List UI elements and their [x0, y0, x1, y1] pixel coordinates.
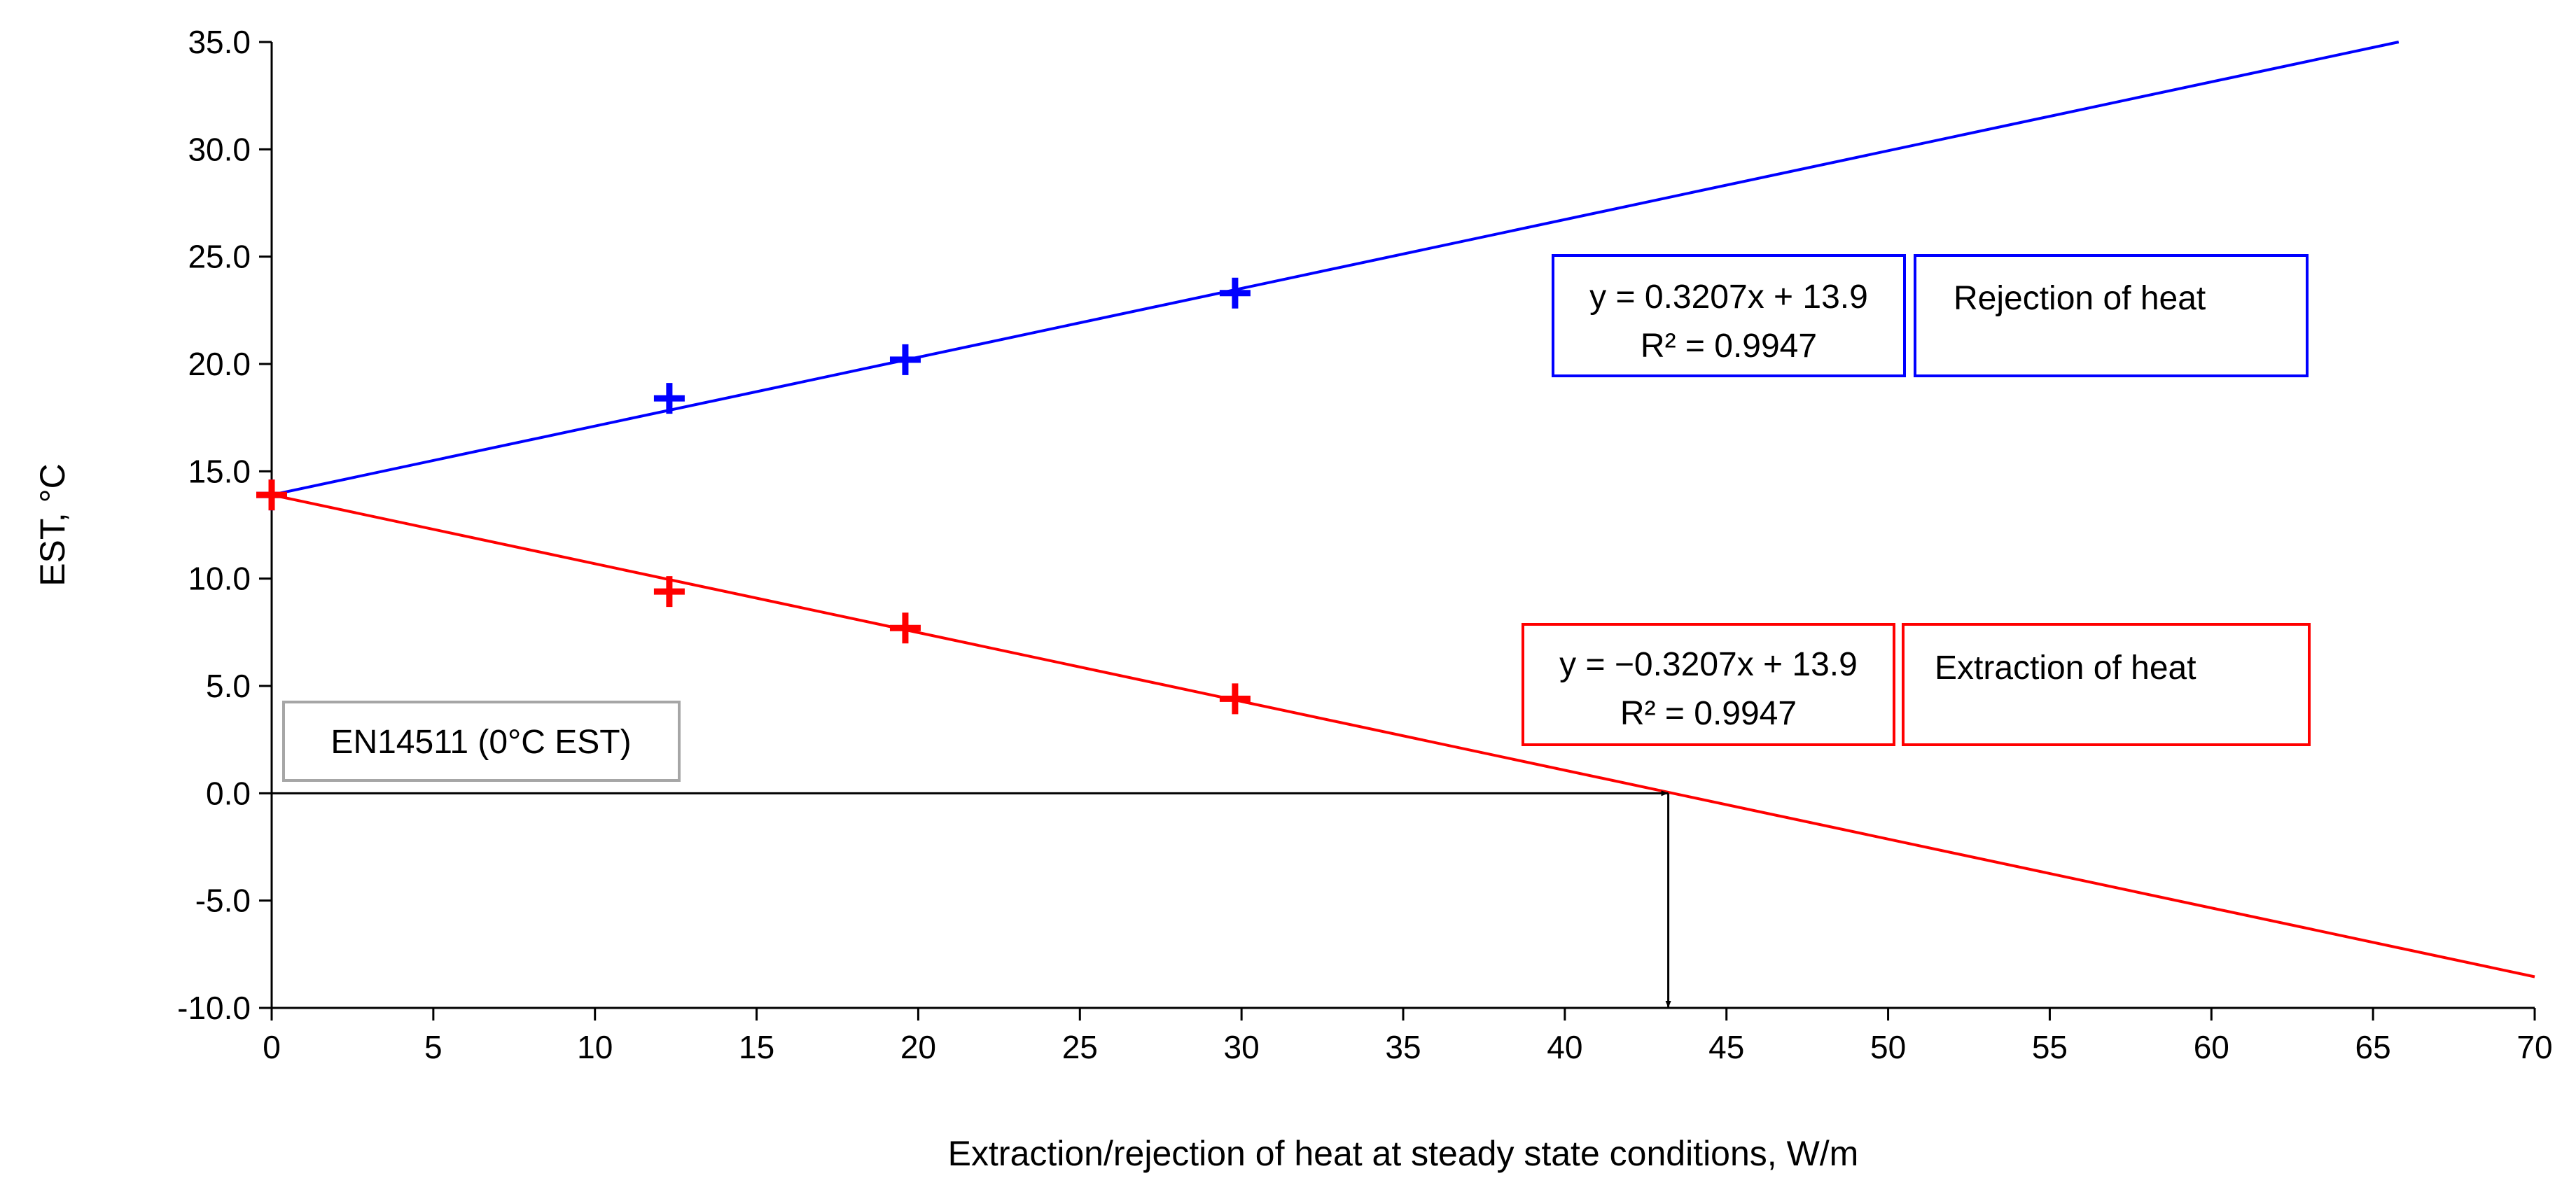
y-axis-title: EST, °C	[33, 463, 72, 587]
rejection-label: Rejection of heat	[1954, 280, 2206, 317]
y-tick-label: -5.0	[195, 883, 251, 919]
data-point-extraction	[653, 576, 685, 608]
y-tick-label: 0.0	[206, 775, 251, 811]
y-axis-ticks: -10.0 -5.0 0.0 5.0 10.0 15.0 20.0 25.0 30.0 35.0	[177, 24, 272, 1026]
x-tick-label: 55	[2032, 1029, 2068, 1065]
x-axis-ticks: 0 5 10 15 20 25 30 35 40 45 50 55 60 65 70	[263, 1008, 2553, 1065]
x-tick-label: 65	[2355, 1029, 2391, 1065]
rejection-label-box	[1914, 254, 2309, 377]
x-tick-label: 5	[424, 1029, 443, 1065]
x-tick-label: 30	[1224, 1029, 1260, 1065]
data-point-extraction	[1219, 683, 1251, 715]
rejection-r2: R² = 0.9947	[1641, 328, 1817, 365]
x-tick-label: 35	[1385, 1029, 1421, 1065]
x-tick-label: 40	[1547, 1029, 1582, 1065]
y-tick-label: 20.0	[188, 346, 251, 382]
x-tick-label: 60	[2194, 1029, 2229, 1065]
y-tick-label: 10.0	[188, 561, 251, 597]
extraction-equation: y = −0.3207x + 13.9	[1559, 646, 1858, 683]
extraction-r2: R² = 0.9947	[1620, 695, 1797, 732]
rejection-equation-box	[1552, 254, 1906, 377]
x-tick-label: 10	[577, 1029, 613, 1065]
data-markers	[256, 277, 1251, 715]
x-tick-label: 25	[1062, 1029, 1098, 1065]
x-tick-label: 45	[1708, 1029, 1744, 1065]
extraction-label: Extraction of heat	[1935, 650, 2196, 687]
y-tick-label: 35.0	[188, 24, 251, 60]
rejection-equation: y = 0.3207x + 13.9	[1589, 279, 1868, 316]
data-point-rejection	[1219, 277, 1251, 309]
trendline-extraction	[271, 493, 2535, 979]
y-tick-label: 25.0	[188, 239, 251, 275]
trendlines	[271, 41, 2535, 979]
en14511-box	[282, 701, 681, 782]
y-tick-label: 5.0	[206, 668, 251, 704]
extraction-equation-box	[1522, 623, 1895, 746]
data-point-extraction	[889, 612, 921, 644]
data-point-rejection	[889, 344, 921, 375]
trendline-rejection	[271, 41, 2400, 497]
extraction-label-box	[1902, 623, 2311, 746]
x-axis-title: Extraction/rejection of heat at steady s…	[948, 1134, 1859, 1173]
x-tick-label: 70	[2516, 1029, 2552, 1065]
data-point-rejection	[653, 383, 685, 414]
en14511-label: EN14511 (0°C EST)	[330, 724, 631, 761]
en14511-arrows	[272, 790, 1671, 1008]
x-tick-label: 20	[900, 1029, 936, 1065]
x-tick-label: 15	[739, 1029, 774, 1065]
axes	[270, 42, 2535, 1009]
y-tick-label: -10.0	[177, 990, 251, 1026]
y-tick-label: 15.0	[188, 453, 251, 489]
data-point-extraction	[256, 479, 287, 511]
y-tick-label: 30.0	[188, 131, 251, 167]
x-tick-label: 50	[1870, 1029, 1906, 1065]
x-tick-label: 0	[263, 1029, 281, 1065]
